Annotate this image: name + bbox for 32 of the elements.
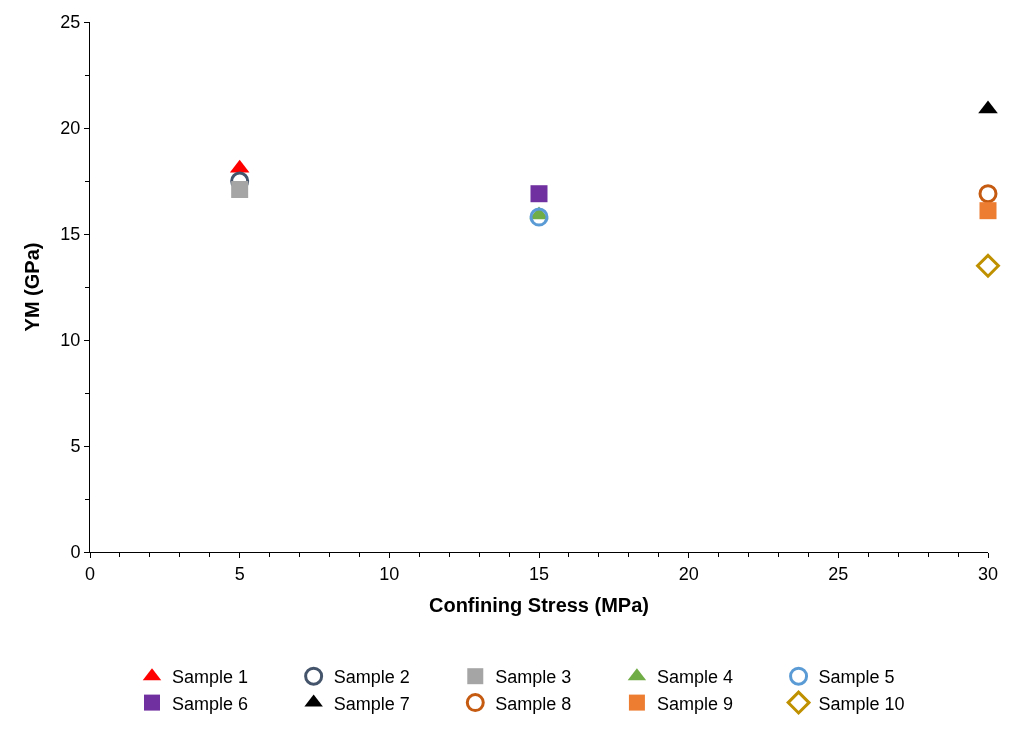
legend-label: Sample 4 bbox=[656, 667, 733, 688]
x-tick-label: 25 bbox=[828, 563, 849, 584]
legend-label: Sample 9 bbox=[656, 693, 733, 714]
y-tick-label: 15 bbox=[60, 224, 81, 245]
y-axis-title: YM (GPa) bbox=[20, 242, 43, 332]
point bbox=[978, 100, 998, 114]
x-tick-label: 0 bbox=[84, 563, 96, 584]
y-tick-label: 20 bbox=[60, 118, 81, 139]
y-tick-label: 10 bbox=[60, 330, 81, 351]
point bbox=[530, 185, 548, 203]
x-axis-title: Confining Stress (MPa) bbox=[428, 594, 650, 617]
point bbox=[978, 184, 998, 204]
y-tick-label: 5 bbox=[70, 436, 81, 457]
x-tick-label: 10 bbox=[379, 563, 400, 584]
x-tick-label: 5 bbox=[234, 563, 245, 584]
legend-label: Sample 3 bbox=[495, 667, 572, 688]
x-tick-label: 30 bbox=[977, 563, 999, 584]
legend-label: Sample 5 bbox=[818, 667, 895, 688]
legend-label: Sample 8 bbox=[495, 693, 572, 714]
y-tick-label: 25 bbox=[60, 12, 81, 33]
legend-label: Sample 10 bbox=[818, 693, 905, 714]
legend-label: Sample 2 bbox=[333, 667, 410, 688]
y-tick-label: 0 bbox=[70, 542, 81, 563]
point bbox=[976, 253, 1000, 278]
x-tick-label: 15 bbox=[528, 563, 550, 584]
legend-label: Sample 7 bbox=[333, 693, 410, 714]
point bbox=[979, 202, 997, 220]
point bbox=[231, 180, 249, 198]
legend-label: Sample 6 bbox=[172, 693, 249, 714]
legend-label: Sample 1 bbox=[172, 667, 249, 688]
point bbox=[529, 207, 549, 227]
x-tick-label: 20 bbox=[678, 563, 699, 584]
